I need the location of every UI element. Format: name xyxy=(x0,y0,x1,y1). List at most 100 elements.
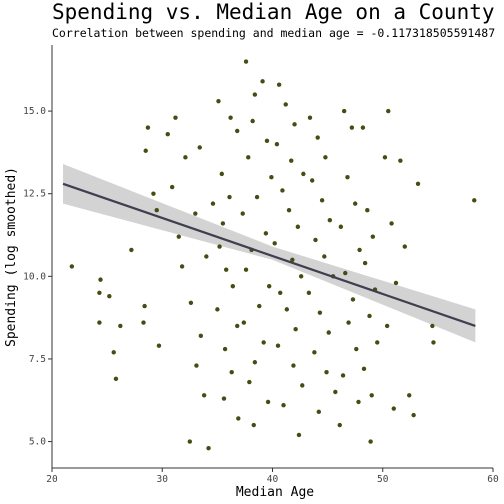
scatter-point xyxy=(165,132,170,137)
scatter-point xyxy=(179,264,185,269)
scatter-point xyxy=(204,254,209,259)
scatter-point xyxy=(326,330,331,335)
scatter-point xyxy=(340,373,346,378)
x-tick-label: 30 xyxy=(157,474,169,485)
scatter-point xyxy=(252,92,258,97)
scatter-point xyxy=(430,323,435,329)
scatter-point xyxy=(145,125,151,130)
scatter-point xyxy=(281,403,286,408)
y-axis-ticks: 5.0 7.5 10.0 12.5 15.0 xyxy=(23,106,52,448)
scatter-point xyxy=(269,174,274,180)
scatter-point xyxy=(229,369,234,375)
trend-line xyxy=(62,182,476,327)
confidence-band-layer xyxy=(63,163,476,343)
chart-title: Spending vs. Median Age on a County Leve… xyxy=(52,0,504,24)
scatter-point xyxy=(201,393,207,398)
scatter-point xyxy=(194,363,199,368)
scatter-point xyxy=(313,237,318,243)
x-tick-label: 40 xyxy=(267,474,279,485)
scatter-point xyxy=(272,241,277,246)
scatter-point xyxy=(293,327,298,332)
scatter-point xyxy=(317,310,323,315)
scatter-point xyxy=(333,389,338,395)
scatter-point xyxy=(324,369,329,375)
scatter-point xyxy=(275,343,281,348)
scatter-point xyxy=(360,125,366,130)
scatter-point xyxy=(393,280,399,286)
subtitle-prefix: Correlation between spending and median … xyxy=(52,26,371,40)
scatter-point xyxy=(129,247,134,253)
scatter-point xyxy=(300,383,305,388)
scatter-point xyxy=(235,323,240,329)
y-tick-label: 7.5 xyxy=(29,354,46,365)
scatter-point xyxy=(156,343,162,348)
scatter-point xyxy=(431,340,436,345)
scatter-point xyxy=(247,379,252,385)
scatter-point xyxy=(283,102,288,107)
scatter-point xyxy=(274,141,280,147)
scatter-point xyxy=(210,201,216,206)
scatter-point xyxy=(343,270,348,276)
scatter-point xyxy=(252,360,258,365)
scatter-point xyxy=(223,267,229,272)
scatter-point xyxy=(260,79,265,84)
scatter-point xyxy=(265,399,271,405)
scatter-point xyxy=(69,264,75,269)
scatter-point xyxy=(356,399,361,405)
scatter-point xyxy=(198,333,204,339)
scatter-point xyxy=(389,221,394,226)
scatter-point xyxy=(183,155,188,160)
scatter-point xyxy=(284,307,290,312)
scatter-point xyxy=(243,267,249,272)
scatter-point xyxy=(322,254,327,259)
scatter-point xyxy=(382,155,388,160)
scatter-point xyxy=(338,224,344,229)
scatter-point xyxy=(197,145,202,150)
scatter-point xyxy=(193,211,198,216)
scatter-point xyxy=(365,208,370,213)
scatter-point xyxy=(113,376,119,381)
scatter-point xyxy=(118,323,123,329)
scatter-point xyxy=(398,158,403,163)
scatter-point xyxy=(368,439,373,444)
scatter-point xyxy=(349,125,355,130)
scatter-point xyxy=(230,284,236,289)
scatter-point xyxy=(315,135,320,140)
trend-line-layer xyxy=(62,182,476,327)
scatter-point xyxy=(341,108,347,114)
y-tick-label: 15.0 xyxy=(23,106,46,117)
scatter-point xyxy=(286,208,292,213)
y-tick-label: 5.0 xyxy=(29,437,46,448)
scatter-point xyxy=(236,416,241,421)
scatter-point xyxy=(307,115,313,120)
x-axis-title: Median Age xyxy=(236,485,314,500)
scatter-point xyxy=(298,274,304,279)
scatter-point xyxy=(97,290,102,296)
scatter-point xyxy=(151,191,156,196)
scatter-point xyxy=(241,320,247,325)
scatter-point xyxy=(221,396,227,401)
scatter-point xyxy=(206,445,211,451)
x-axis-ticks: 20 30 40 50 60 xyxy=(46,468,499,485)
scatter-point xyxy=(384,323,390,329)
scatter-point xyxy=(217,244,222,249)
scatter-point xyxy=(250,118,255,124)
scatter-point xyxy=(154,208,159,213)
scatter-point xyxy=(266,284,272,289)
scatter-point xyxy=(411,412,416,418)
scatter-point xyxy=(316,409,322,415)
scatter-point xyxy=(386,108,391,114)
scatter-point xyxy=(306,290,312,296)
scatter-point xyxy=(142,303,147,309)
scatter-point xyxy=(402,244,407,249)
scatter-point xyxy=(228,115,233,120)
scatter-point xyxy=(261,340,266,345)
scatter-point xyxy=(296,432,302,438)
scatter-point xyxy=(176,234,181,239)
scatter-point xyxy=(362,260,368,266)
confidence-band xyxy=(63,163,476,343)
scatter-point xyxy=(107,293,112,299)
scatter-point xyxy=(357,247,362,253)
scatter-point xyxy=(391,406,396,411)
scatter-point xyxy=(188,300,194,305)
